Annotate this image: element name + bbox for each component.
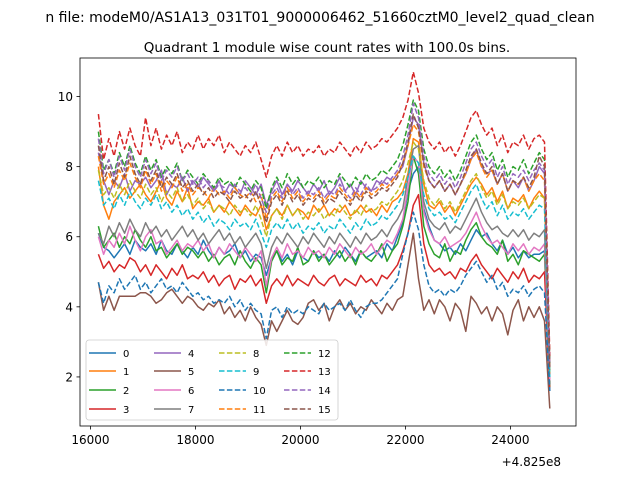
legend-label-13: 13: [318, 367, 331, 378]
plot-layer: [97, 71, 551, 409]
series-line-8: [97, 141, 551, 374]
legend-label-1: 1: [123, 367, 129, 378]
plot-frame: [79, 57, 577, 427]
series-line-7: [97, 144, 551, 377]
y-tick-label: 8: [65, 160, 73, 174]
legend-label-4: 4: [188, 349, 194, 360]
legend-label-10: 10: [253, 386, 266, 397]
y-tick-label: 6: [65, 230, 73, 244]
series-line-14: [97, 102, 551, 367]
figure-suptitle: n file: modeM0/AS1A13_031T01_9000006462_…: [45, 10, 594, 26]
legend-label-2: 2: [123, 386, 129, 397]
y-tick-label: 4: [65, 300, 73, 314]
series-line-10: [97, 211, 551, 392]
legend-label-8: 8: [253, 349, 259, 360]
x-offset-label: +4.825e8: [502, 455, 561, 469]
series-line-12: [97, 99, 551, 363]
series-line-3: [97, 193, 551, 392]
series-line-9: [97, 155, 551, 377]
series-line-6: [97, 155, 551, 381]
legend-label-9: 9: [253, 367, 259, 378]
x-tick-label: 18000: [176, 433, 214, 447]
x-tick-label: 24000: [491, 433, 529, 447]
x-tick-label: 16000: [71, 433, 109, 447]
series-line-1: [97, 137, 551, 374]
x-tick-label: 22000: [386, 433, 424, 447]
series-line-15: [97, 113, 551, 370]
legend-label-11: 11: [253, 405, 266, 416]
y-tick-label: 2: [65, 370, 73, 384]
series-line-13: [97, 71, 551, 356]
chart-title: Quadrant 1 module wise count rates with …: [144, 40, 510, 56]
series-line-2: [97, 155, 551, 388]
legend-label-12: 12: [318, 349, 331, 360]
legend-label-14: 14: [318, 386, 331, 397]
legend-label-6: 6: [188, 386, 194, 397]
legend-box: [85, 339, 339, 421]
legend-label-7: 7: [188, 405, 194, 416]
y-tick-label: 10: [58, 90, 73, 104]
legend-label-0: 0: [123, 349, 129, 360]
legend-label-5: 5: [188, 367, 194, 378]
legend-label-15: 15: [318, 405, 331, 416]
x-tick-label: 20000: [281, 433, 319, 447]
series-line-11: [97, 123, 551, 367]
legend-label-3: 3: [123, 405, 129, 416]
